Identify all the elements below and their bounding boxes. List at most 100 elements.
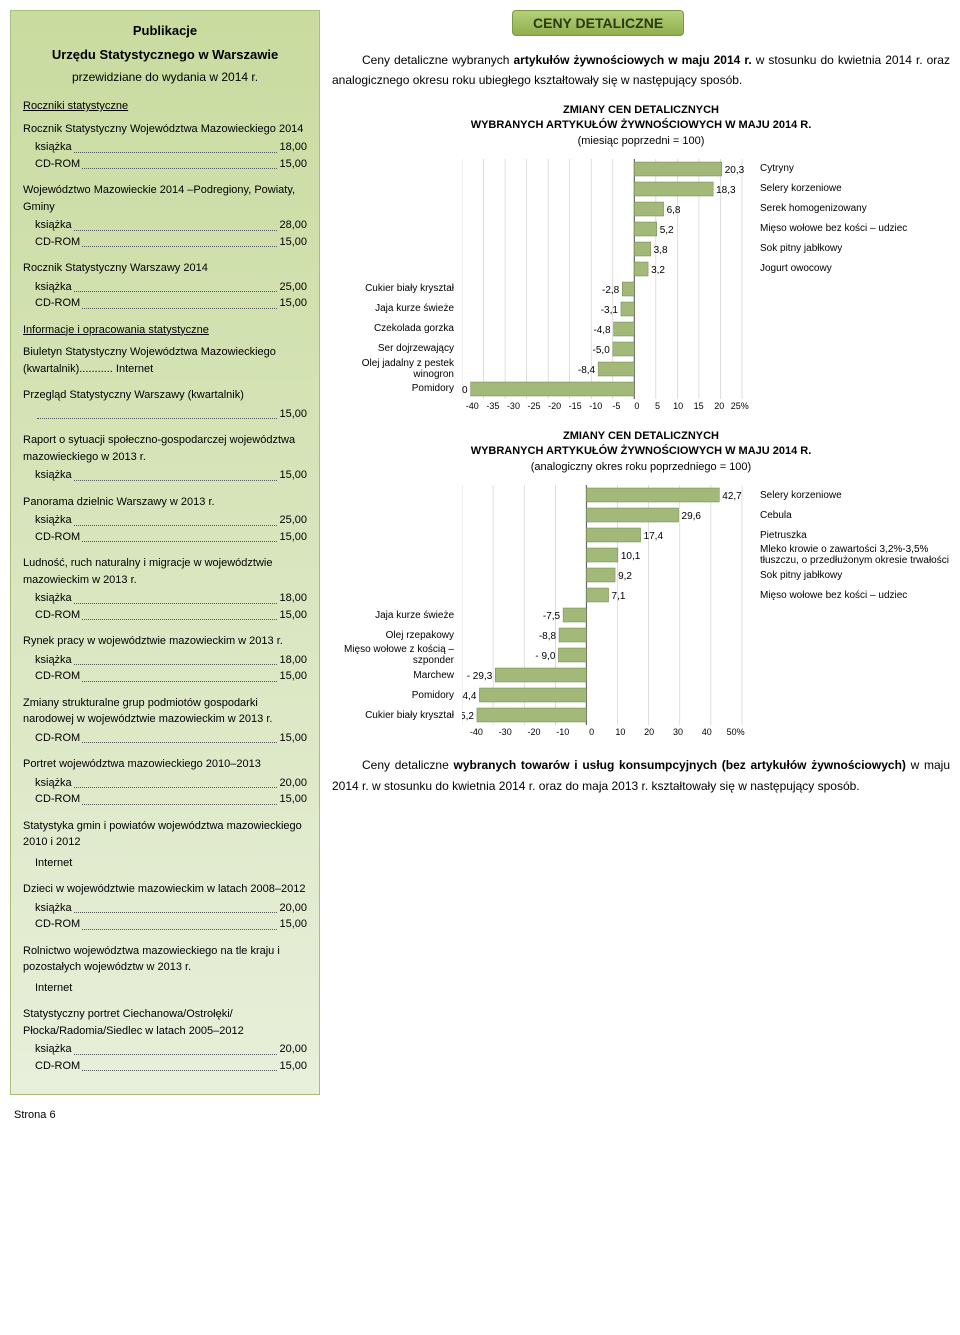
chart-legend-item: Sok pitny jabłkowy — [760, 565, 950, 585]
svg-text:-38,0: -38,0 — [462, 385, 468, 396]
chart-ylabel: Czekolada gorzka — [332, 319, 454, 339]
chart-legend-item: Cebula — [760, 505, 950, 525]
chart-legend-item — [760, 359, 950, 379]
svg-text:18,3: 18,3 — [716, 185, 736, 196]
price-line: CD-ROM15,00 — [23, 791, 307, 808]
chart-ylabel: Olej jadalny z pestek winogron — [332, 359, 454, 379]
price-line: CD-ROM15,00 — [23, 234, 307, 251]
svg-text:42,7: 42,7 — [722, 491, 742, 502]
publication-title: Województwo Mazowieckie 2014 –Podregiony… — [23, 182, 307, 215]
publication-title: Raport o sytuacji społeczno-gospodarczej… — [23, 432, 307, 465]
price-line: książka15,00 — [23, 467, 307, 484]
chart-ylabel: Olej rzepakowy — [332, 625, 454, 645]
chart-legend-item: Selery korzeniowe — [760, 485, 950, 505]
section-roczniki: Roczniki statystyczne — [23, 98, 307, 115]
chart-ylabel — [332, 585, 454, 605]
svg-text:-8,4: -8,4 — [578, 365, 596, 376]
sidebar-h1: Publikacje — [23, 21, 307, 41]
outro-text: Ceny detaliczne wybranych towarów i usłu… — [332, 755, 950, 796]
chart-ylabel: Jaja kurze świeże — [332, 605, 454, 625]
svg-text:-35,2: -35,2 — [462, 711, 474, 722]
chart1: ZMIANY CEN DETALICZNYCH WYBRANYCH ARTYKU… — [332, 103, 950, 411]
chart-ylabel: Ser dojrzewający — [332, 339, 454, 359]
price-line: książka18,00 — [23, 139, 307, 156]
publication-title: Rolnictwo województwa mazowieckiego na t… — [23, 943, 307, 976]
chart-ylabel — [332, 219, 454, 239]
chart-ylabel — [332, 179, 454, 199]
chart-legend-item: Selery korzeniowe — [760, 179, 950, 199]
chart-legend-item — [760, 379, 950, 399]
svg-text:5,2: 5,2 — [660, 225, 674, 236]
svg-text:- 9,0: - 9,0 — [535, 651, 555, 662]
svg-text:17,4: 17,4 — [644, 531, 664, 542]
chart2: ZMIANY CEN DETALICZNYCH WYBRANYCH ARTYKU… — [332, 429, 950, 737]
svg-text:-4,8: -4,8 — [593, 325, 611, 336]
chart-legend-item: Jogurt owocowy — [760, 259, 950, 279]
chart-legend-item — [760, 645, 950, 665]
chart-ylabel: Mięso wołowe z kością – szponder — [332, 645, 454, 665]
price-line: CD-ROM15,00 — [23, 295, 307, 312]
svg-text:9,2: 9,2 — [618, 571, 632, 582]
price-line: książka18,00 — [23, 652, 307, 669]
chart-legend-item — [760, 705, 950, 725]
chart-ylabel — [332, 259, 454, 279]
price-line: książka18,00 — [23, 590, 307, 607]
price-line: CD-ROM15,00 — [23, 1058, 307, 1075]
chart-legend-item: Cytryny — [760, 159, 950, 179]
svg-text:-7,5: -7,5 — [543, 611, 561, 622]
publication-title: Ludność, ruch naturalny i migracje w woj… — [23, 555, 307, 588]
svg-text:-34,4: -34,4 — [462, 691, 477, 702]
price-line: książka20,00 — [23, 775, 307, 792]
price-line: książka28,00 — [23, 217, 307, 234]
chart-legend-item: Mięso wołowe bez kości – udziec — [760, 219, 950, 239]
sidebar: Publikacje Urzędu Statystycznego w Warsz… — [10, 10, 320, 1095]
publication-title: Statystyczny portret Ciechanowa/Ostrołęk… — [23, 1006, 307, 1039]
intro-text: Ceny detaliczne wybranych artykułów żywn… — [332, 50, 950, 91]
chart-ylabel — [332, 505, 454, 525]
price-line: CD-ROM15,00 — [23, 529, 307, 546]
svg-text:3,2: 3,2 — [651, 265, 665, 276]
page-number: Strona 6 — [0, 1105, 960, 1125]
chart-ylabel — [332, 525, 454, 545]
publication-title: Przegląd Statystyczny Warszawy (kwartaln… — [23, 387, 307, 404]
svg-text:-2,8: -2,8 — [602, 285, 620, 296]
price-line: CD-ROM15,00 — [23, 156, 307, 173]
svg-text:-3,1: -3,1 — [601, 305, 619, 316]
chart-ylabel: Cukier biały kryształ — [332, 705, 454, 725]
chart-legend-item — [760, 339, 950, 359]
price-line: książka25,00 — [23, 512, 307, 529]
chart-legend-item: Sok pitny jabłkowy — [760, 239, 950, 259]
sidebar-h3: przewidziane do wydania w 2014 r. — [23, 68, 307, 86]
chart-legend-item — [760, 299, 950, 319]
price-line: CD-ROM15,00 — [23, 668, 307, 685]
chart-ylabel: Pomidory — [332, 379, 454, 399]
sidebar-h2: Urzędu Statystycznego w Warszawie — [23, 45, 307, 65]
price-line: CD-ROM15,00 — [23, 730, 307, 747]
price-line: książka20,00 — [23, 900, 307, 917]
chart-ylabel — [332, 159, 454, 179]
publication-title: Rocznik Statystyczny Warszawy 2014 — [23, 260, 307, 277]
chart-ylabel: Cukier biały kryształ — [332, 279, 454, 299]
price-line: książka25,00 — [23, 279, 307, 296]
svg-text:- 29,3: - 29,3 — [467, 671, 493, 682]
publication-title: Rynek pracy w województwie mazowieckim w… — [23, 633, 307, 650]
chart-ylabel — [332, 565, 454, 585]
chart-legend-item — [760, 605, 950, 625]
chart-legend-item: Pietruszka — [760, 525, 950, 545]
price-line: CD-ROM15,00 — [23, 916, 307, 933]
chart-legend-item — [760, 279, 950, 299]
publication-title: Rocznik Statystyczny Województwa Mazowie… — [23, 121, 307, 138]
publication-title: Dzieci w województwie mazowieckim w lata… — [23, 881, 307, 898]
section-informacje: Informacje i opracowania statystyczne — [23, 322, 307, 339]
publication-note: Internet — [23, 980, 307, 997]
publication-title: Panorama dzielnic Warszawy w 2013 r. — [23, 494, 307, 511]
svg-text:10,1: 10,1 — [621, 551, 641, 562]
svg-text:-8,8: -8,8 — [539, 631, 557, 642]
publication-note: Internet — [23, 855, 307, 872]
main-content: CENY DETALICZNE Ceny detaliczne wybranyc… — [332, 10, 950, 1095]
svg-text:7,1: 7,1 — [612, 591, 626, 602]
svg-text:-5,0: -5,0 — [593, 345, 611, 356]
svg-text:29,6: 29,6 — [682, 511, 702, 522]
chart-legend-item — [760, 625, 950, 645]
publication-title: Zmiany strukturalne grup podmiotów gospo… — [23, 695, 307, 728]
